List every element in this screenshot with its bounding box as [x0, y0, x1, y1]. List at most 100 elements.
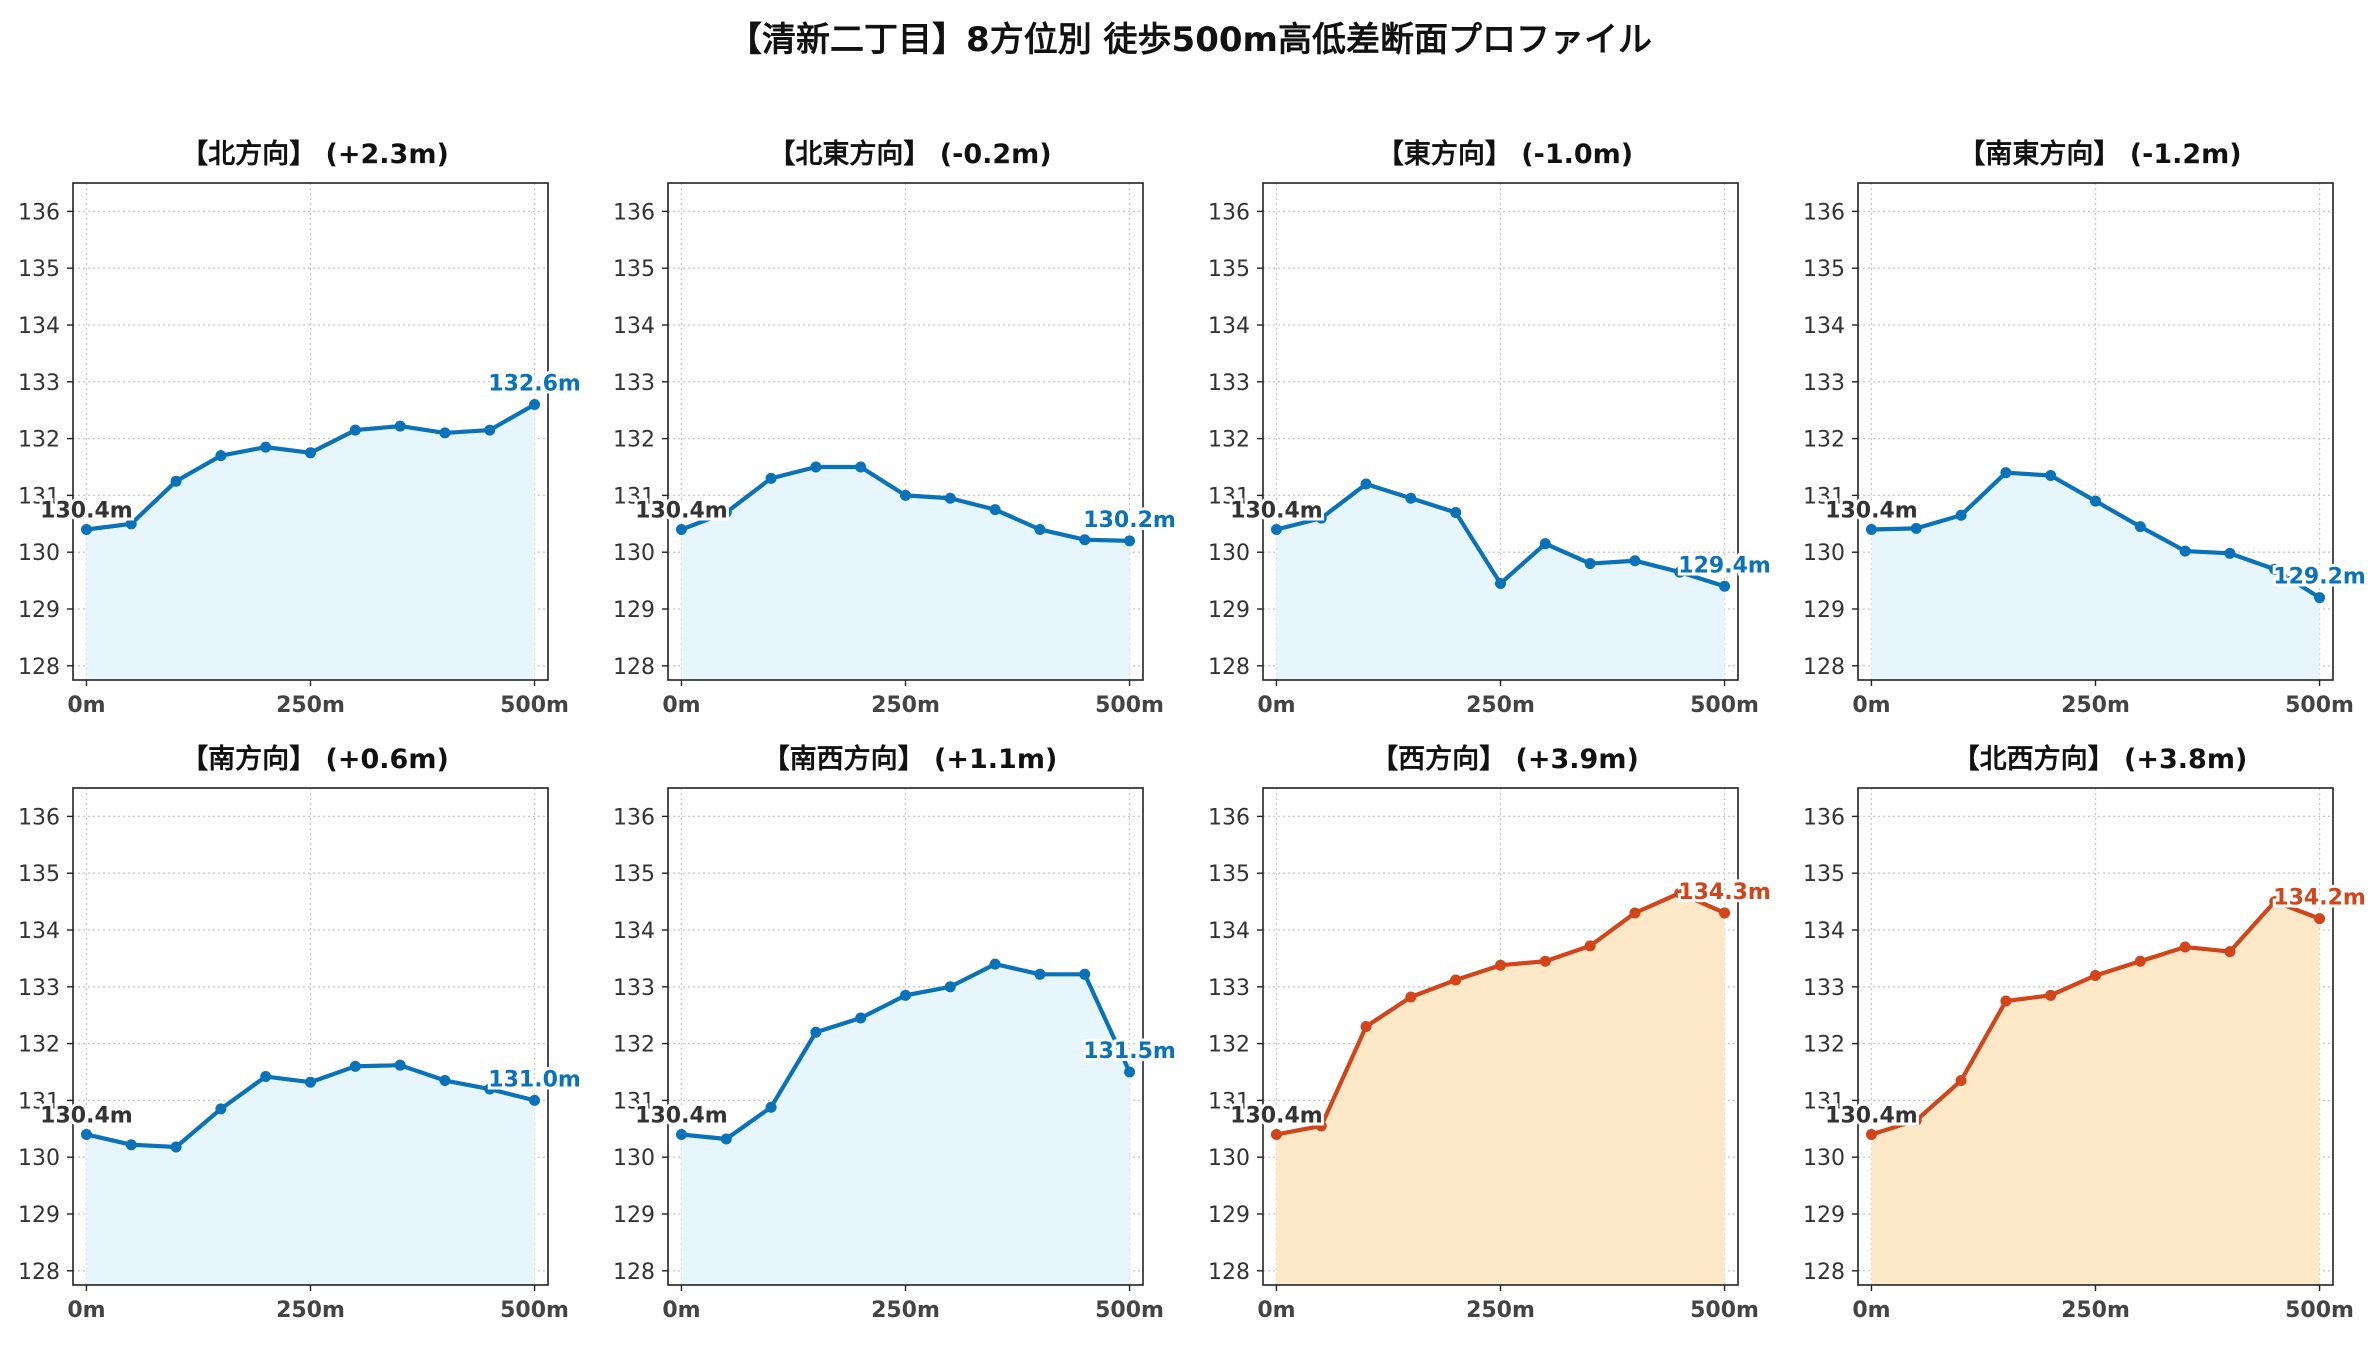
data-point [1405, 492, 1417, 504]
data-point [2134, 955, 2146, 967]
start-elevation-label: 130.4m [635, 1103, 728, 1128]
start-elevation-label: 130.4m [40, 1103, 133, 1128]
data-point [439, 1075, 451, 1087]
y-tick-label: 129 [613, 598, 655, 623]
data-point [1719, 907, 1731, 919]
data-point [1360, 1021, 1372, 1033]
y-tick-label: 131 [1803, 484, 1845, 509]
end-elevation-label: 134.2m [2273, 886, 2366, 911]
data-point [2000, 467, 2012, 479]
y-tick-label: 128 [1803, 1260, 1845, 1285]
profile-chart: 128 129 130 131 132 133 134 135 136 0m 250m 500m 130… [1803, 787, 2369, 1323]
x-tick-label: 250m [276, 1298, 345, 1323]
y-tick-label: 131 [1803, 1089, 1845, 1114]
data-point [1079, 968, 1091, 980]
data-point [1865, 1128, 1877, 1140]
data-point [1955, 1075, 1967, 1087]
area-fill [1276, 484, 1725, 680]
y-tick-label: 129 [1803, 1203, 1845, 1228]
x-tick-label: 0m [67, 1298, 105, 1323]
data-point [125, 1139, 137, 1151]
data-point [855, 461, 867, 473]
data-point [1584, 558, 1596, 570]
data-point [720, 1133, 732, 1145]
data-point [125, 518, 137, 530]
y-tick-label: 136 [1208, 200, 1250, 225]
y-tick-label: 130 [613, 541, 655, 566]
profile-panel: 【西方向】 (+3.9m) 128 129 130 131 132 133 134 135 136… [1190, 735, 1785, 1345]
data-point [1539, 955, 1551, 967]
end-elevation-label: 129.4m [1678, 553, 1771, 578]
data-point [305, 1076, 316, 1088]
data-point [1124, 1066, 1136, 1078]
y-tick-label: 135 [18, 257, 60, 282]
data-point [349, 1060, 361, 1072]
data-point [170, 475, 182, 487]
data-point [675, 523, 687, 535]
data-point [810, 1026, 822, 1038]
data-point [900, 489, 911, 501]
data-point [349, 424, 361, 436]
y-tick-label: 134 [613, 314, 655, 339]
y-tick-label: 136 [18, 805, 60, 830]
y-tick-label: 136 [1803, 805, 1845, 830]
data-point [855, 1012, 867, 1024]
data-point [1315, 1120, 1327, 1132]
y-tick-label: 136 [1803, 200, 1845, 225]
x-tick-label: 250m [276, 693, 345, 718]
y-tick-label: 130 [1803, 541, 1845, 566]
start-elevation-label: 130.4m [1230, 1103, 1323, 1128]
data-point [944, 492, 956, 504]
data-point [529, 399, 541, 411]
y-tick-label: 135 [1208, 862, 1250, 887]
data-point [170, 1141, 182, 1153]
profile-chart: 128 129 130 131 132 133 134 135 136 0m 250m 500m 130… [1803, 182, 2369, 718]
area-fill [681, 964, 1130, 1285]
x-tick-label: 0m [662, 693, 700, 718]
x-tick-label: 0m [1852, 693, 1890, 718]
y-tick-label: 136 [1208, 805, 1250, 830]
data-point [2045, 989, 2057, 1001]
data-point [765, 1101, 777, 1113]
data-point [1450, 974, 1462, 986]
x-tick-label: 500m [2285, 693, 2354, 718]
data-point [2134, 521, 2146, 533]
data-point [1034, 523, 1046, 535]
data-point [1865, 523, 1877, 535]
start-elevation-label: 130.4m [635, 498, 728, 523]
profile-panel: 【南東方向】 (-1.2m) 128 129 130 131 132 133 134 135 13… [1785, 130, 2380, 740]
end-elevation-label: 131.0m [488, 1067, 581, 1092]
x-tick-label: 500m [1690, 693, 1759, 718]
data-point [1315, 512, 1327, 524]
profile-panel: 【東方向】 (-1.0m) 128 129 130 131 132 133 134 135 136… [1190, 130, 1785, 740]
y-tick-label: 133 [613, 371, 655, 396]
y-tick-label: 132 [613, 1033, 655, 1058]
y-tick-label: 133 [18, 371, 60, 396]
y-tick-label: 134 [1208, 919, 1250, 944]
data-point [1910, 522, 1922, 534]
data-point [765, 472, 777, 484]
data-point [394, 420, 406, 432]
profile-chart: 128 129 130 131 132 133 134 135 136 0m 250m 500m 130… [1208, 787, 1774, 1323]
y-tick-label: 136 [18, 200, 60, 225]
data-point [1629, 907, 1641, 919]
data-point [1124, 535, 1136, 547]
y-tick-label: 129 [18, 1203, 60, 1228]
data-point [1270, 523, 1282, 535]
y-tick-label: 132 [18, 428, 60, 453]
y-tick-label: 134 [1803, 314, 1845, 339]
profile-panel: 【北方向】 (+2.3m) 128 129 130 131 132 133 134 135 136… [0, 130, 595, 740]
y-tick-label: 135 [613, 257, 655, 282]
y-tick-label: 128 [18, 1260, 60, 1285]
panel-title: 【南方向】 (+0.6m) [181, 744, 449, 775]
x-tick-label: 250m [871, 693, 940, 718]
y-tick-label: 134 [1803, 919, 1845, 944]
y-tick-label: 134 [18, 314, 60, 339]
data-point [810, 461, 822, 473]
area-fill [86, 1065, 535, 1285]
y-tick-label: 133 [1803, 371, 1845, 396]
data-point [215, 450, 227, 462]
x-tick-label: 0m [662, 1298, 700, 1323]
data-point [2179, 941, 2191, 953]
end-elevation-label: 134.3m [1678, 880, 1771, 905]
